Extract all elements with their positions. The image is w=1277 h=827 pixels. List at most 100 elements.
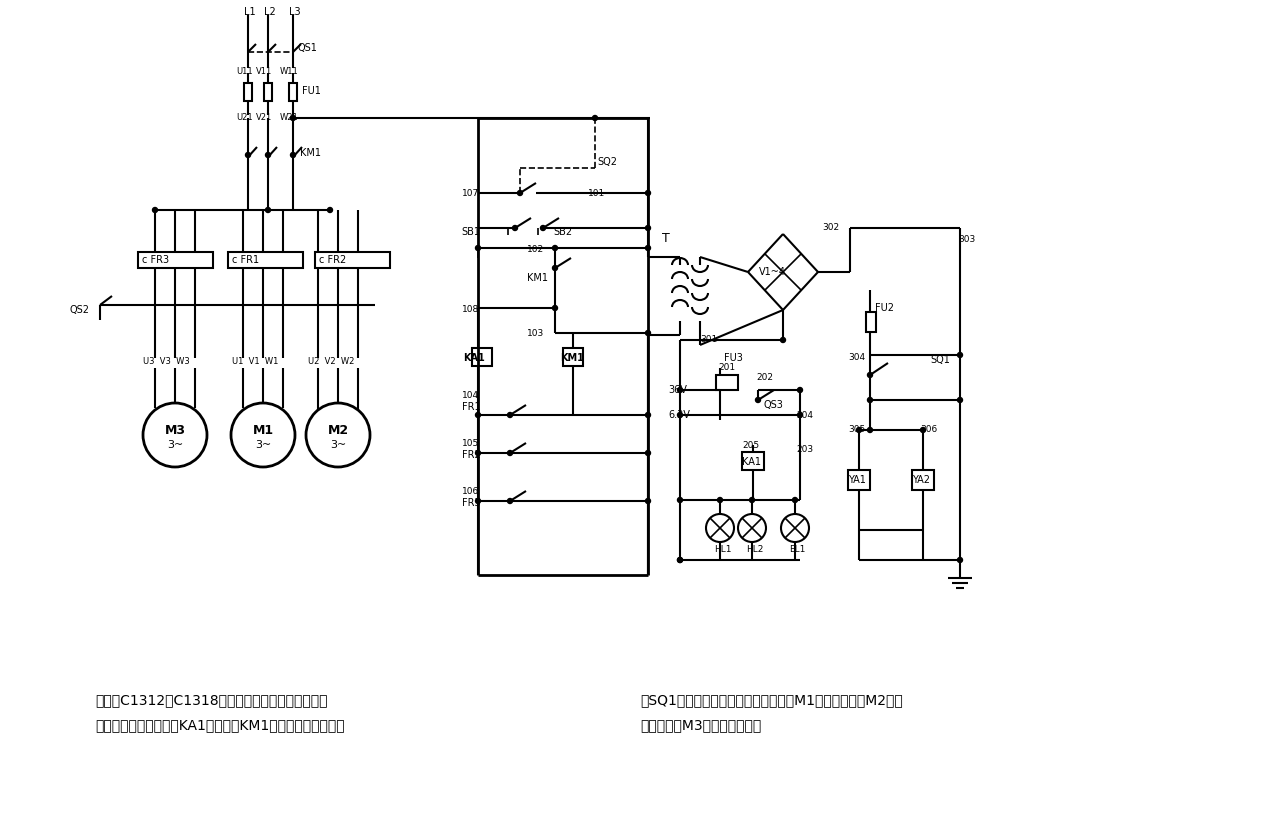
Text: M3: M3 xyxy=(165,423,185,437)
Circle shape xyxy=(475,451,480,456)
Text: QS1: QS1 xyxy=(298,43,318,53)
Text: U11: U11 xyxy=(236,66,253,75)
Text: SB1: SB1 xyxy=(461,227,480,237)
Circle shape xyxy=(266,152,271,157)
Circle shape xyxy=(645,451,650,456)
Text: 203: 203 xyxy=(796,446,813,455)
Text: HL2: HL2 xyxy=(746,546,764,554)
Circle shape xyxy=(857,428,862,433)
Text: 3~: 3~ xyxy=(167,440,183,450)
Circle shape xyxy=(475,246,480,251)
Circle shape xyxy=(645,413,650,418)
Text: V21: V21 xyxy=(255,113,272,122)
Bar xyxy=(848,470,870,490)
Text: 6.3V: 6.3V xyxy=(668,410,690,420)
Circle shape xyxy=(553,246,558,251)
Text: 202: 202 xyxy=(756,374,773,383)
Bar xyxy=(563,348,584,366)
Circle shape xyxy=(266,208,271,213)
Text: 107: 107 xyxy=(462,189,479,198)
Text: QS2: QS2 xyxy=(70,305,89,315)
Circle shape xyxy=(678,413,682,418)
Circle shape xyxy=(290,116,295,121)
Text: T: T xyxy=(661,232,669,245)
Text: YA1: YA1 xyxy=(848,475,866,485)
Text: 助电动机，M3为油泵电动机。: 助电动机，M3为油泵电动机。 xyxy=(640,718,761,732)
Circle shape xyxy=(706,514,734,542)
Text: L1: L1 xyxy=(244,7,255,17)
Circle shape xyxy=(645,331,650,336)
Text: 108: 108 xyxy=(462,305,479,314)
Circle shape xyxy=(958,398,963,403)
Circle shape xyxy=(798,413,802,418)
Circle shape xyxy=(507,499,512,504)
Bar xyxy=(472,348,492,366)
Circle shape xyxy=(306,403,370,467)
Bar xyxy=(912,470,933,490)
Text: c FR3: c FR3 xyxy=(142,255,169,265)
Text: EL1: EL1 xyxy=(789,546,806,554)
Text: V1~4: V1~4 xyxy=(759,267,785,277)
Text: 所示为C1312、C1318型六角车床电路，其特点是用: 所示为C1312、C1318型六角车床电路，其特点是用 xyxy=(94,693,327,707)
Bar xyxy=(742,452,764,470)
Text: KM1: KM1 xyxy=(300,148,321,158)
Text: 306: 306 xyxy=(919,426,937,434)
Circle shape xyxy=(593,116,598,121)
Circle shape xyxy=(553,305,558,310)
Bar xyxy=(229,252,303,268)
Circle shape xyxy=(645,246,650,251)
Text: FR2: FR2 xyxy=(462,450,480,460)
Circle shape xyxy=(867,398,872,403)
Circle shape xyxy=(645,499,650,504)
Circle shape xyxy=(152,208,157,213)
Circle shape xyxy=(645,190,650,195)
Text: FR3: FR3 xyxy=(462,498,480,508)
Text: 305: 305 xyxy=(848,426,866,434)
Bar xyxy=(264,83,272,101)
Circle shape xyxy=(540,226,545,231)
Circle shape xyxy=(798,388,802,393)
Text: c FR2: c FR2 xyxy=(319,255,346,265)
Text: KM1: KM1 xyxy=(561,353,584,363)
Text: 101: 101 xyxy=(587,189,605,198)
Circle shape xyxy=(507,451,512,456)
Text: KM1: KM1 xyxy=(527,273,548,283)
Circle shape xyxy=(793,498,798,503)
Text: SB2: SB2 xyxy=(553,227,572,237)
Circle shape xyxy=(750,498,755,503)
Circle shape xyxy=(678,557,682,562)
Text: 201: 201 xyxy=(718,364,736,372)
Circle shape xyxy=(718,498,723,503)
Circle shape xyxy=(756,398,761,403)
Bar xyxy=(138,252,213,268)
Text: QS3: QS3 xyxy=(762,400,783,410)
Bar xyxy=(289,83,298,101)
Circle shape xyxy=(553,265,558,270)
Circle shape xyxy=(921,428,926,433)
Text: 微动开关对中间继电器KA1和接触器KM1进行控制，用限位开: 微动开关对中间继电器KA1和接触器KM1进行控制，用限位开 xyxy=(94,718,345,732)
Text: W21: W21 xyxy=(280,113,299,122)
Circle shape xyxy=(782,514,810,542)
Text: 302: 302 xyxy=(822,223,839,232)
Text: 205: 205 xyxy=(742,441,759,450)
Circle shape xyxy=(517,190,522,195)
Text: 102: 102 xyxy=(527,246,544,255)
Circle shape xyxy=(245,152,250,157)
Text: V11: V11 xyxy=(255,66,272,75)
Circle shape xyxy=(143,403,207,467)
Circle shape xyxy=(678,498,682,503)
Text: 301: 301 xyxy=(700,336,718,345)
Circle shape xyxy=(507,413,512,418)
Text: 3~: 3~ xyxy=(255,440,271,450)
Circle shape xyxy=(290,152,295,157)
Circle shape xyxy=(958,557,963,562)
Text: 204: 204 xyxy=(796,410,813,419)
Text: FR1: FR1 xyxy=(462,402,480,412)
Text: 关SQ1来控制直流供电的电磁离合器。M1为主电动机，M2为辅: 关SQ1来控制直流供电的电磁离合器。M1为主电动机，M2为辅 xyxy=(640,693,903,707)
Circle shape xyxy=(645,226,650,231)
Text: U1  V1  W1: U1 V1 W1 xyxy=(232,357,278,366)
Circle shape xyxy=(475,413,480,418)
Text: KA1: KA1 xyxy=(464,353,485,363)
Text: U21: U21 xyxy=(236,113,253,122)
Text: 36V: 36V xyxy=(668,385,687,395)
